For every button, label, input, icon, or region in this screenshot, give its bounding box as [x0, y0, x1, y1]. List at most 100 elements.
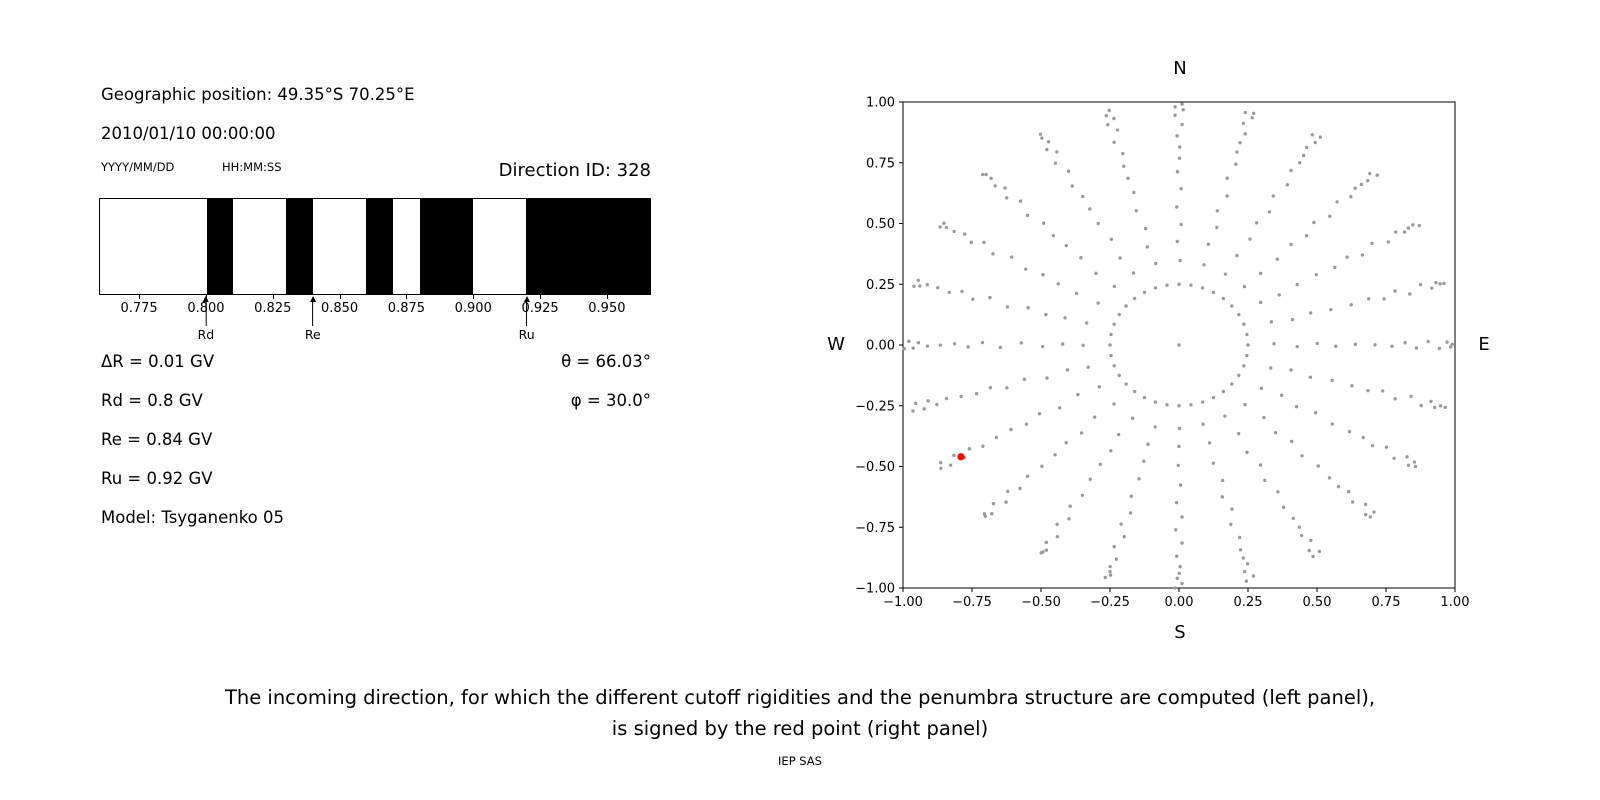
forbidden-band: [419, 199, 473, 294]
direction-dot: [1122, 535, 1126, 539]
direction-dot: [1067, 517, 1071, 521]
direction-dot: [1060, 342, 1065, 346]
direction-dot: [1040, 344, 1045, 349]
direction-dot: [1330, 378, 1334, 383]
direction-dot: [1177, 571, 1181, 576]
direction-dot: [963, 232, 967, 236]
direction-dot: [1177, 426, 1182, 431]
inner-ring-dot: [1200, 286, 1205, 290]
direction-dot: [1279, 393, 1284, 398]
direction-dot: [1384, 445, 1389, 449]
direction-dot: [1364, 512, 1368, 517]
inner-ring-dot: [1142, 290, 1147, 295]
direction-dot: [1392, 456, 1396, 460]
direction-dot: [1336, 484, 1341, 489]
penumbra-x-tick-label: 0.825: [254, 301, 292, 316]
compass-south-label: S: [1174, 622, 1186, 643]
direction-dot: [959, 394, 963, 399]
direction-dot: [1419, 403, 1423, 408]
direction-dot: [1409, 394, 1413, 399]
direction-dot: [1273, 431, 1278, 435]
forbidden-band: [286, 199, 314, 294]
rigidity-marker-label: Rd: [197, 327, 215, 342]
inner-ring-dot: [1132, 296, 1137, 301]
direction-dot: [1180, 541, 1184, 545]
direction-dot: [916, 341, 921, 345]
inner-ring-dot: [1153, 286, 1158, 290]
direction-dot: [1174, 528, 1178, 532]
direction-dot: [1106, 123, 1110, 127]
direction-dot: [1051, 234, 1056, 238]
direction-dot: [1134, 209, 1138, 213]
direction-dot: [1025, 474, 1030, 478]
penumbra-x-tick: [540, 295, 542, 299]
direction-dot: [1411, 223, 1415, 227]
direction-dot: [1350, 384, 1354, 388]
direction-dot: [1429, 399, 1433, 404]
direction-dot: [1108, 564, 1112, 569]
direction-dot: [1080, 493, 1085, 497]
direction-dot: [1406, 463, 1411, 467]
direction-dot: [1442, 281, 1446, 286]
y-tick-label: 1.00: [866, 96, 895, 111]
direction-dot: [939, 466, 943, 471]
direction-dot: [1238, 548, 1243, 552]
direction-dot: [1269, 366, 1273, 370]
direction-dot: [1005, 305, 1010, 309]
x-tick-label: −0.25: [1090, 595, 1130, 610]
direction-dot: [1229, 522, 1233, 527]
direction-dot: [1153, 261, 1158, 266]
direction-dot: [1112, 544, 1116, 549]
direction-dot: [1360, 253, 1365, 257]
direction-dot: [1316, 464, 1320, 468]
direction-dot: [1055, 522, 1059, 527]
x-tick-label: 0.50: [1303, 595, 1332, 610]
direction-dot: [1329, 307, 1333, 312]
direction-dot: [1076, 392, 1080, 397]
direction-dot: [1022, 377, 1027, 381]
inner-ring-dot: [1246, 343, 1250, 347]
compass-west-label: W: [827, 334, 845, 355]
inner-ring-dot: [1109, 353, 1113, 358]
y-tick-label: −0.75: [855, 521, 895, 536]
direction-dot: [1244, 579, 1249, 583]
direction-dot: [925, 282, 929, 287]
direction-dot: [1215, 225, 1219, 230]
direction-dot: [974, 392, 979, 396]
direction-dot: [1104, 114, 1108, 118]
direction-dot: [936, 286, 940, 290]
direction-dot: [1109, 449, 1113, 453]
direction-dot: [1230, 507, 1234, 511]
direction-dot: [1251, 574, 1256, 578]
direction-dot: [1285, 182, 1290, 187]
direction-dot: [1426, 339, 1430, 344]
direction-dot: [990, 512, 994, 516]
direction-dot: [1318, 135, 1323, 139]
inner-ring-dot: [1242, 364, 1246, 368]
direction-dot: [1361, 435, 1365, 440]
direction-dot: [1277, 293, 1281, 297]
inner-ring-dot: [1189, 283, 1193, 287]
direction-dot: [1112, 140, 1116, 144]
inner-ring-dot: [1245, 332, 1249, 337]
direction-dot: [1310, 133, 1315, 137]
direction-dot: [1289, 439, 1294, 444]
direction-dot: [1430, 286, 1434, 290]
caption-line-1: The incoming direction, for which the di…: [224, 686, 1376, 709]
direction-dot: [1173, 586, 1177, 590]
direction-dot: [1307, 548, 1311, 553]
direction-dot: [1179, 186, 1183, 191]
direction-dot: [1349, 303, 1353, 307]
direction-dot: [989, 176, 993, 181]
re-value-label: Re = 0.84 GV: [101, 430, 213, 449]
direction-dot: [1289, 368, 1293, 372]
direction-dot: [1040, 464, 1044, 468]
direction-dot: [914, 401, 918, 406]
direction-dot: [1350, 500, 1355, 504]
direction-dot: [1215, 209, 1219, 213]
compass-east-label: E: [1478, 334, 1490, 355]
inner-ring-dot: [1177, 404, 1181, 408]
direction-dot: [1308, 375, 1313, 379]
direction-dot: [1018, 199, 1023, 203]
direction-dot: [1243, 402, 1247, 407]
